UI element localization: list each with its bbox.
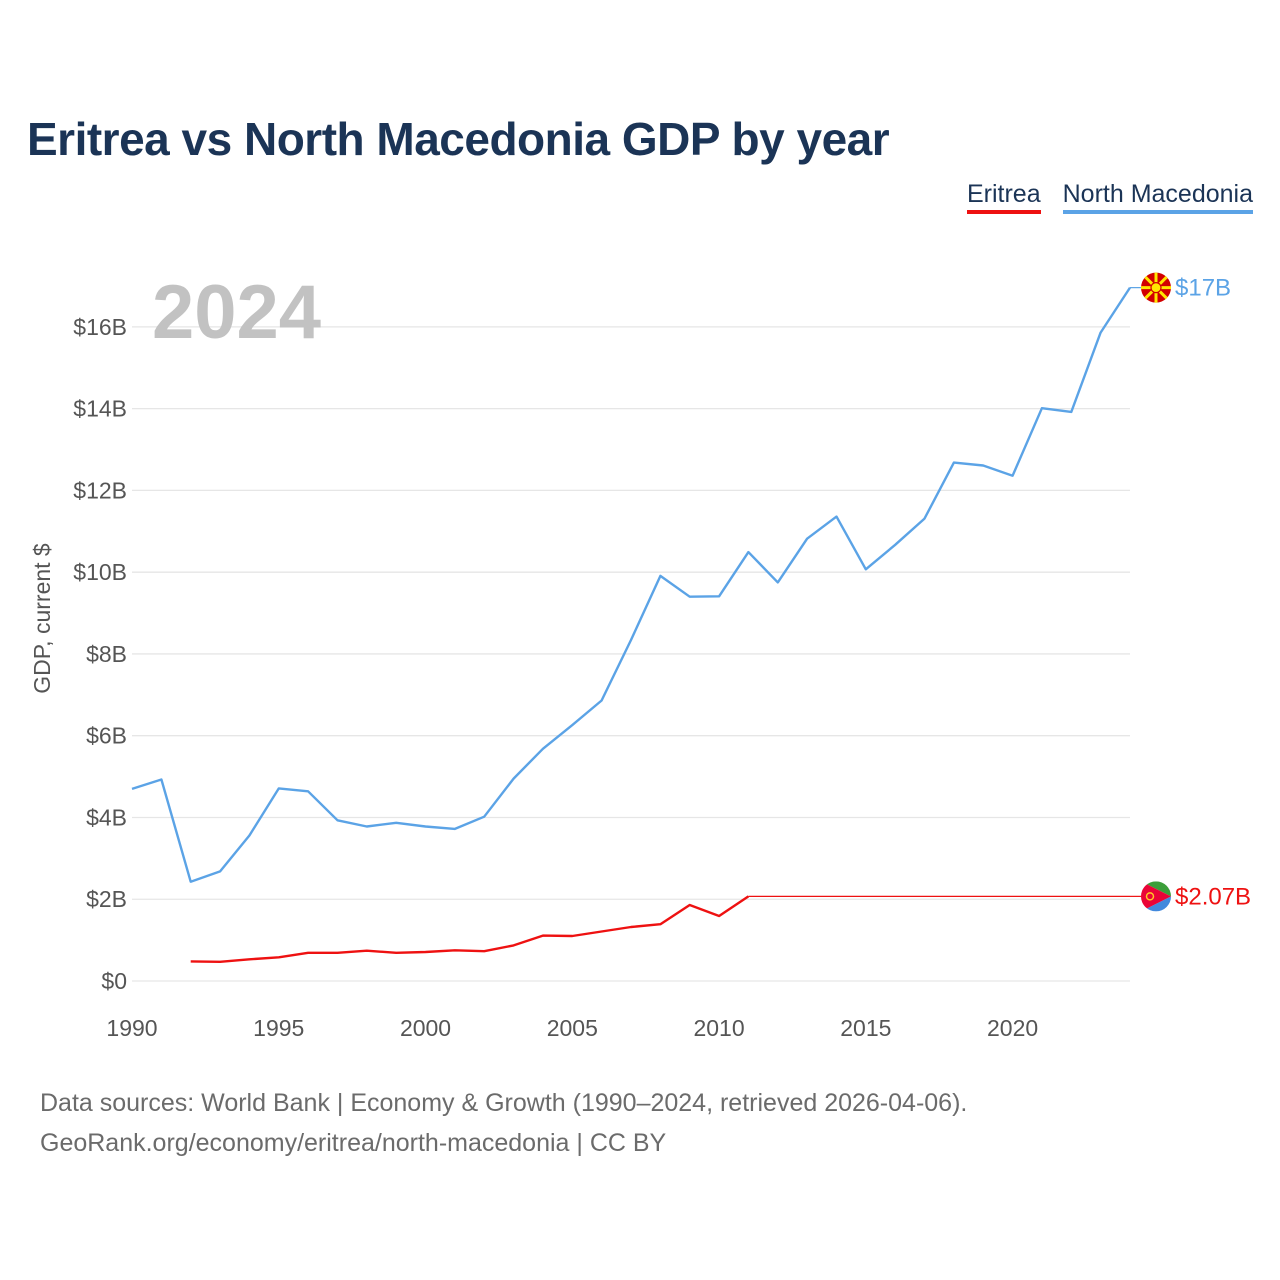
credit-line: GeoRank.org/economy/eritrea/north-macedo… (40, 1129, 667, 1157)
footer: Data sources: World Bank | Economy & Gro… (40, 1083, 967, 1163)
chart-title: Eritrea vs North Macedonia GDP by year (27, 113, 890, 165)
y-tick-label-6: $6B (86, 723, 127, 749)
y-tick-label-2: $2B (86, 886, 127, 912)
x-tick-label-2010: 2010 (693, 1015, 744, 1041)
x-tick-label-2015: 2015 (840, 1015, 891, 1041)
y-tick-label-14: $14B (73, 396, 127, 422)
series-line-north-macedonia (131, 286, 1132, 883)
legend: Eritrea North Macedonia (966, 180, 1253, 214)
x-tick-label-1990: 1990 (106, 1015, 157, 1041)
source-line: Data sources: World Bank | Economy & Gro… (40, 1089, 968, 1117)
x-tick-label-2020: 2020 (987, 1015, 1038, 1041)
end-value-label-north-macedonia: $17B (1175, 275, 1231, 302)
x-tick-label-2005: 2005 (547, 1015, 598, 1041)
y-tick-label-16: $16B (73, 314, 127, 340)
y-tick-label-8: $8B (86, 641, 127, 667)
x-tick-label-2000: 2000 (400, 1015, 451, 1041)
north-macedonia-flag-icon (1141, 272, 1171, 303)
y-tick-label-12: $12B (73, 477, 127, 503)
legend-eritrea[interactable]: Eritrea (966, 180, 1041, 214)
gdp-line-chart: $0 $2B $4B $6B $8B $10B $12B $14B $16B 1990 1995 20… (29, 270, 1251, 1041)
y-tick-label-0: $0 (101, 968, 127, 994)
legend-north-macedonia[interactable]: North Macedonia (1062, 180, 1253, 214)
series-line-eritrea (190, 895, 750, 963)
y-tick-label-4: $4B (86, 804, 127, 830)
year-label: 2024 (152, 270, 321, 355)
eritrea-flag-icon (1141, 881, 1171, 912)
end-value-label-eritrea: $2.07B (1175, 883, 1251, 910)
y-tick-label-10: $10B (73, 559, 127, 585)
x-tick-label-1995: 1995 (253, 1015, 304, 1041)
y-axis-title: GDP, current $ (29, 543, 55, 694)
